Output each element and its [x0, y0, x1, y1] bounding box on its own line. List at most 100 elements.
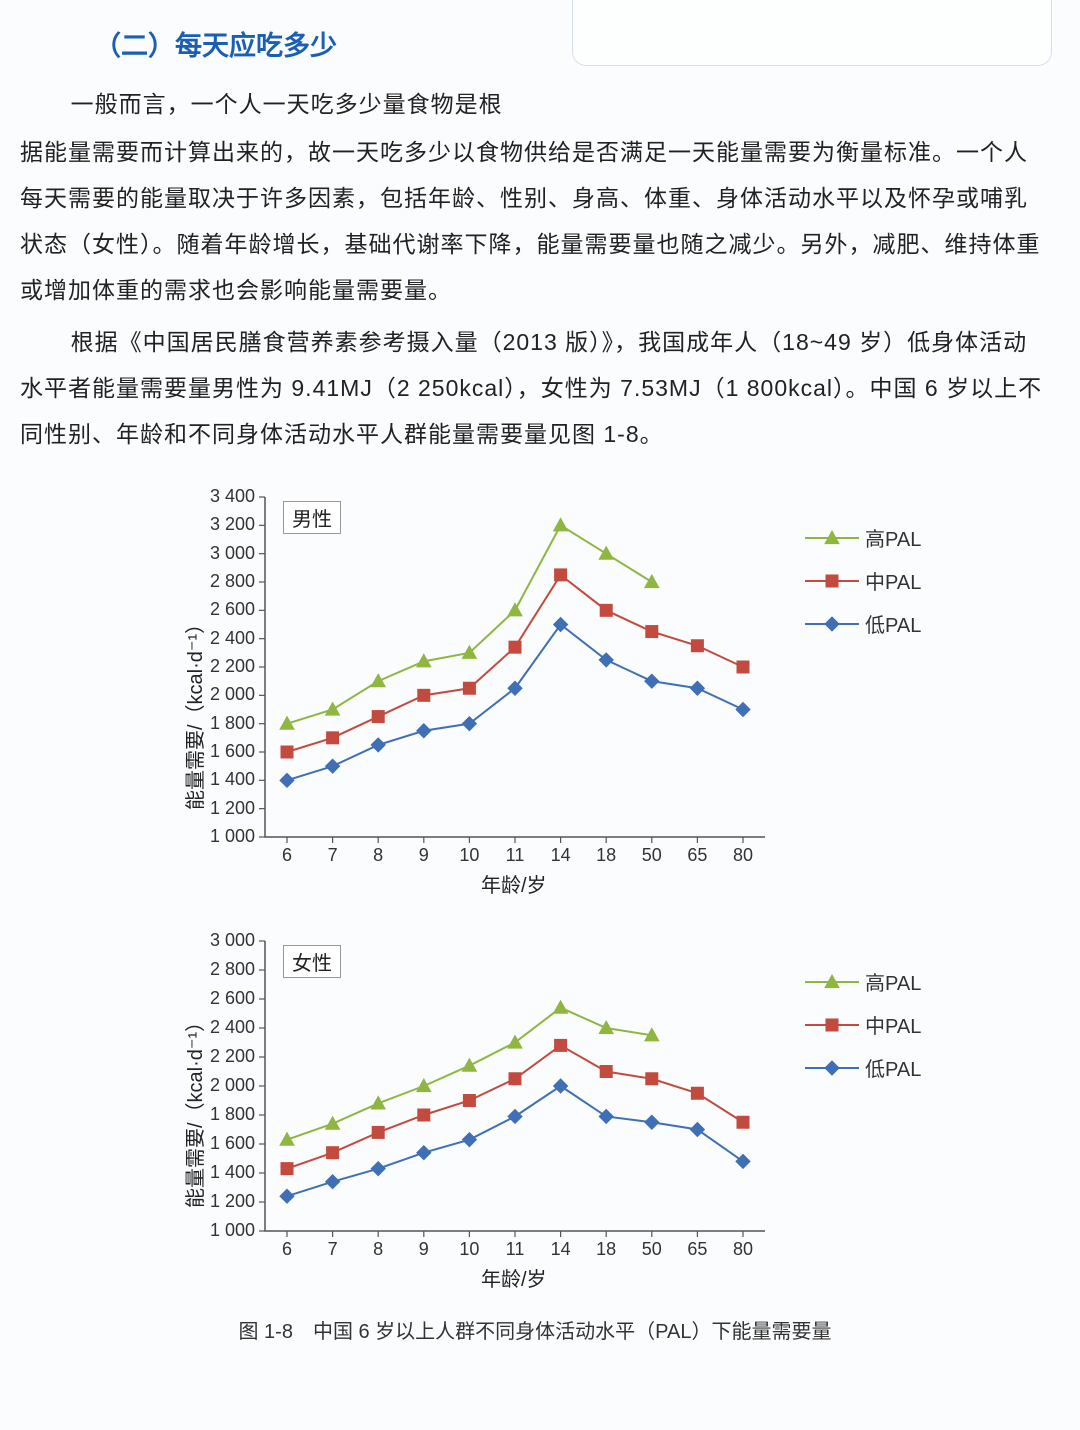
x-tick-label: 10: [455, 1239, 483, 1260]
x-tick-label: 9: [410, 845, 438, 866]
x-axis-label: 年龄/岁: [481, 869, 547, 898]
series-line-mid: [287, 575, 743, 752]
series-marker-high: [462, 1059, 476, 1072]
series-marker-mid: [646, 626, 658, 638]
series-marker-mid: [509, 641, 521, 653]
series-marker-mid: [737, 1116, 749, 1128]
series-marker-mid: [418, 1109, 430, 1121]
series-marker-low: [554, 1079, 568, 1093]
series-marker-mid: [463, 1095, 475, 1107]
x-tick-label: 80: [729, 1239, 757, 1260]
x-tick-label: 18: [592, 845, 620, 866]
series-marker-mid: [691, 640, 703, 652]
legend-label: 高PAL: [865, 523, 921, 552]
series-marker-mid: [600, 1066, 612, 1078]
series-marker-low: [645, 674, 659, 688]
series-marker-low: [645, 1115, 659, 1129]
x-tick-label: 50: [638, 845, 666, 866]
y-tick-label: 2 800: [195, 959, 255, 980]
series-marker-mid: [555, 1039, 567, 1051]
legend-item-low: 低PAL: [805, 1053, 921, 1082]
legend-label: 高PAL: [865, 967, 921, 996]
series-marker-mid: [327, 732, 339, 744]
figure-1-8: 1 0001 2001 4001 6001 8002 0002 2002 400…: [20, 487, 1050, 1344]
series-marker-mid: [463, 682, 475, 694]
series-marker-mid: [418, 689, 430, 701]
legend-item-mid: 中PAL: [805, 1010, 921, 1039]
series-marker-low: [462, 1133, 476, 1147]
x-tick-label: 9: [410, 1239, 438, 1260]
x-tick-label: 10: [455, 845, 483, 866]
paragraph-2: 根据《中国居民膳食营养素参考摄入量（2013 版）》，我国成年人（18~49 岁…: [20, 319, 1050, 457]
x-tick-label: 6: [273, 1239, 301, 1260]
series-marker-low: [326, 759, 340, 773]
series-marker-high: [554, 1001, 568, 1014]
y-axis-label: 能量需要/（kcal·d⁻¹）: [179, 1012, 208, 1208]
x-tick-label: 8: [364, 845, 392, 866]
y-tick-label: 3 400: [195, 486, 255, 507]
series-marker-mid: [555, 569, 567, 581]
series-marker-low: [326, 1175, 340, 1189]
y-tick-label: 2 600: [195, 988, 255, 1009]
panel-label: 女性: [283, 945, 341, 978]
legend-label: 中PAL: [865, 566, 921, 595]
x-tick-label: 14: [547, 845, 575, 866]
page: （二）每天应吃多少 一般而言，一个人一天吃多少量食物是根 据能量需要而计算出来的…: [0, 0, 1080, 1364]
chart-legend: 高PAL 中PAL 低PAL: [805, 523, 921, 652]
legend-item-low: 低PAL: [805, 609, 921, 638]
series-marker-mid: [327, 1147, 339, 1159]
series-marker-high: [599, 1021, 613, 1034]
legend-item-mid: 中PAL: [805, 566, 921, 595]
x-tick-label: 7: [319, 845, 347, 866]
series-marker-high: [508, 603, 522, 616]
series-marker-low: [690, 1123, 704, 1137]
series-marker-mid: [509, 1073, 521, 1085]
series-marker-mid: [372, 1126, 384, 1138]
series-marker-mid: [372, 711, 384, 723]
y-tick-label: 3 200: [195, 514, 255, 535]
series-marker-mid: [281, 746, 293, 758]
legend-label: 低PAL: [865, 1053, 921, 1082]
series-marker-low: [508, 1109, 522, 1123]
chart-legend: 高PAL 中PAL 低PAL: [805, 967, 921, 1096]
y-tick-label: 3 000: [195, 930, 255, 951]
series-marker-mid: [737, 661, 749, 673]
paragraph-1-first-line: 一般而言，一个人一天吃多少量食物是根: [20, 81, 540, 127]
x-tick-label: 65: [683, 1239, 711, 1260]
series-line-low: [287, 1086, 743, 1196]
series-marker-low: [371, 1162, 385, 1176]
series-marker-high: [371, 674, 385, 687]
series-marker-high: [554, 518, 568, 531]
series-marker-high: [645, 575, 659, 588]
y-tick-label: 2 800: [195, 571, 255, 592]
chart-male: 1 0001 2001 4001 6001 8002 0002 2002 400…: [185, 487, 995, 905]
series-marker-mid: [281, 1163, 293, 1175]
y-axis-label: 能量需要/（kcal·d⁻¹）: [179, 614, 208, 810]
series-marker-high: [508, 1036, 522, 1049]
x-tick-label: 65: [683, 845, 711, 866]
y-tick-label: 1 000: [195, 1220, 255, 1241]
series-marker-low: [417, 1146, 431, 1160]
legend-label: 低PAL: [865, 609, 921, 638]
series-marker-low: [280, 1189, 294, 1203]
series-marker-high: [326, 703, 340, 716]
series-marker-low: [690, 681, 704, 695]
series-line-mid: [287, 1045, 743, 1168]
x-tick-label: 11: [501, 845, 529, 866]
series-marker-high: [417, 1079, 431, 1092]
series-marker-mid: [646, 1073, 658, 1085]
series-marker-high: [371, 1096, 385, 1109]
series-marker-low: [599, 1109, 613, 1123]
x-axis-label: 年龄/岁: [481, 1263, 547, 1292]
series-marker-low: [371, 738, 385, 752]
series-marker-low: [280, 773, 294, 787]
legend-label: 中PAL: [865, 1010, 921, 1039]
x-tick-label: 8: [364, 1239, 392, 1260]
decorative-top-box: [572, 0, 1052, 66]
y-tick-label: 3 000: [195, 543, 255, 564]
chart-svg: [185, 487, 795, 905]
y-tick-label: 1 000: [195, 826, 255, 847]
series-line-high: [287, 1008, 652, 1140]
x-tick-label: 50: [638, 1239, 666, 1260]
panel-label: 男性: [283, 501, 341, 534]
